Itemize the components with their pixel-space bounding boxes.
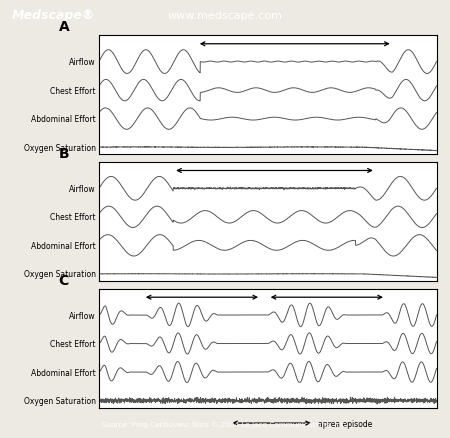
Text: aprea episode: aprea episode [318, 419, 373, 427]
Text: Airflow: Airflow [69, 311, 95, 320]
Text: Chest Effort: Chest Effort [50, 339, 95, 348]
Text: Airflow: Airflow [69, 184, 95, 193]
Text: A: A [58, 20, 69, 34]
Text: Oxygen Saturation: Oxygen Saturation [23, 270, 95, 279]
Text: Oxygen Saturation: Oxygen Saturation [23, 143, 95, 152]
Text: Chest Effort: Chest Effort [50, 213, 95, 222]
Text: B: B [58, 147, 69, 161]
Text: Abdominal Effort: Abdominal Effort [31, 241, 95, 250]
Text: Airflow: Airflow [69, 58, 95, 67]
Text: Abdominal Effort: Abdominal Effort [31, 368, 95, 377]
Text: Source: Prog Cardiovasc Nurs © 2004 Le Jacq Communications, Inc.: Source: Prog Cardiovasc Nurs © 2004 Le J… [103, 421, 347, 427]
Text: Oxygen Saturation: Oxygen Saturation [23, 396, 95, 405]
Text: Chest Effort: Chest Effort [50, 86, 95, 95]
Text: www.medscape.com: www.medscape.com [167, 11, 283, 21]
Text: Medscape®: Medscape® [11, 9, 94, 22]
Text: C: C [58, 273, 69, 287]
Text: Abdominal Effort: Abdominal Effort [31, 115, 95, 124]
